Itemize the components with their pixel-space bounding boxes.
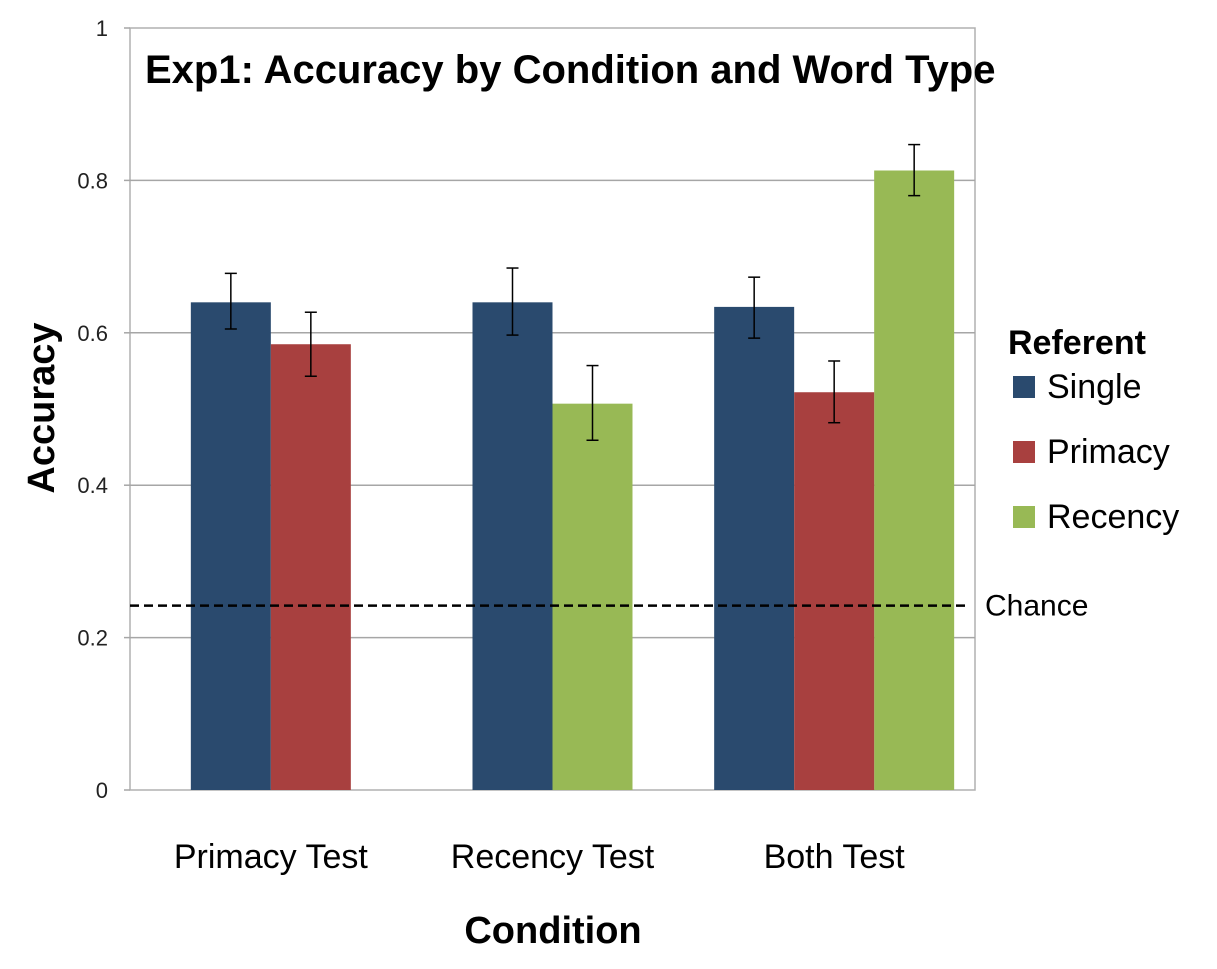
legend-title: Referent <box>1008 324 1146 362</box>
bar-primacy <box>270 344 351 790</box>
legend-swatch-recency <box>1013 506 1035 528</box>
legend-label-single: Single <box>1047 368 1142 406</box>
legend-label-recency: Recency <box>1047 498 1179 536</box>
bar-recency <box>874 170 955 790</box>
bar-primacy <box>794 392 875 790</box>
y-tick-label: 0.6 <box>77 321 108 346</box>
chart-title: Exp1: Accuracy by Condition and Word Typ… <box>145 48 996 92</box>
bar-single <box>190 302 271 790</box>
legend-swatch-single <box>1013 376 1035 398</box>
x-axis-title: Condition <box>464 910 641 952</box>
bar-single <box>714 306 795 790</box>
x-category-label: Recency Test <box>451 838 655 876</box>
legend: Referent Single Primacy Recency <box>1008 324 1179 536</box>
y-tick-label: 0 <box>96 778 108 803</box>
x-category-label: Primacy Test <box>174 838 369 876</box>
y-tick-label: 1 <box>96 16 108 41</box>
x-category-label: Both Test <box>764 838 906 876</box>
y-tick-label: 0.2 <box>77 626 108 651</box>
chance-label: Chance <box>985 590 1088 623</box>
legend-swatch-primacy <box>1013 441 1035 463</box>
y-tick-label: 0.4 <box>77 473 108 498</box>
legend-label-primacy: Primacy <box>1047 433 1170 471</box>
bar-recency <box>552 403 633 790</box>
y-tick-label: 0.8 <box>77 168 108 193</box>
bar-single <box>472 302 553 790</box>
y-axis-title: Accuracy <box>21 322 63 493</box>
